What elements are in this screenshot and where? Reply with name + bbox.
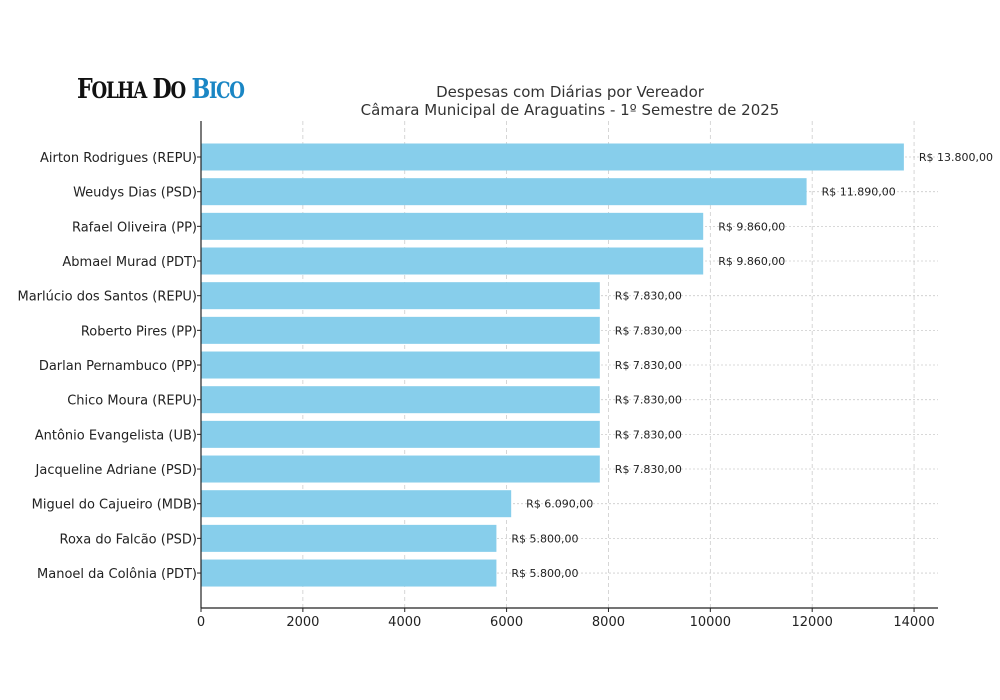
data-label: R$ 7.830,00 xyxy=(615,428,682,441)
x-tick-label: 10000 xyxy=(690,615,731,630)
chart-title: Despesas com Diárias por Vereador xyxy=(436,83,705,101)
y-tick-label: Abmael Murad (PDT) xyxy=(62,255,197,270)
data-label: R$ 11.890,00 xyxy=(822,186,896,199)
data-label: R$ 13.800,00 xyxy=(919,151,993,164)
data-label: R$ 7.830,00 xyxy=(615,463,682,476)
data-label: R$ 5.800,00 xyxy=(511,567,578,580)
y-tick-label: Roxa do Falcão (PSD) xyxy=(60,532,197,547)
y-tick-label: Darlan Pernambuco (PP) xyxy=(39,359,197,374)
bar xyxy=(201,212,704,240)
x-tick-label: 4000 xyxy=(388,615,421,630)
data-label: R$ 7.830,00 xyxy=(615,324,682,337)
bar xyxy=(201,559,497,587)
logo: FOLHA DO BICO xyxy=(77,74,245,105)
bar xyxy=(201,247,704,275)
x-tick-label: 12000 xyxy=(792,615,833,630)
bar xyxy=(201,143,904,171)
data-label: R$ 7.830,00 xyxy=(615,359,682,372)
y-tick-label: Airton Rodrigues (REPU) xyxy=(40,151,197,166)
data-label: R$ 6.090,00 xyxy=(526,498,593,511)
bar xyxy=(201,490,512,518)
y-tick-label: Rafael Oliveira (PP) xyxy=(72,220,197,235)
bar xyxy=(201,386,600,414)
y-tick-label: Manoel da Colônia (PDT) xyxy=(37,567,197,582)
y-tick-label: Weudys Dias (PSD) xyxy=(73,186,197,201)
x-tick-label: 8000 xyxy=(592,615,625,630)
bar xyxy=(201,282,600,310)
x-tick-label: 14000 xyxy=(893,615,934,630)
bar xyxy=(201,316,600,344)
bar xyxy=(201,524,497,552)
y-tick-label: Miguel do Cajueiro (MDB) xyxy=(32,498,197,513)
x-tick-label: 2000 xyxy=(286,615,319,630)
bar xyxy=(201,178,807,206)
bar xyxy=(201,351,600,379)
data-label: R$ 5.800,00 xyxy=(511,532,578,545)
y-tick-label: Roberto Pires (PP) xyxy=(81,324,197,339)
data-label: R$ 7.830,00 xyxy=(615,394,682,407)
bar xyxy=(201,455,600,483)
x-tick-label: 0 xyxy=(197,615,205,630)
bar xyxy=(201,420,600,448)
data-label: R$ 7.830,00 xyxy=(615,290,682,303)
chart-subtitle: Câmara Municipal de Araguatins - 1º Seme… xyxy=(361,101,780,119)
y-tick-label: Antônio Evangelista (UB) xyxy=(35,428,197,443)
y-tick-label: Marlúcio dos Santos (REPU) xyxy=(18,290,198,305)
data-label: R$ 9.860,00 xyxy=(718,220,785,233)
y-tick-label: Jacqueline Adriane (PSD) xyxy=(35,463,197,478)
logo-part2: BICO xyxy=(191,74,245,105)
logo-part1: FOLHA DO xyxy=(77,74,186,105)
x-tick-label: 6000 xyxy=(490,615,523,630)
data-label: R$ 9.860,00 xyxy=(718,255,785,268)
y-tick-label: Chico Moura (REPU) xyxy=(67,394,197,409)
